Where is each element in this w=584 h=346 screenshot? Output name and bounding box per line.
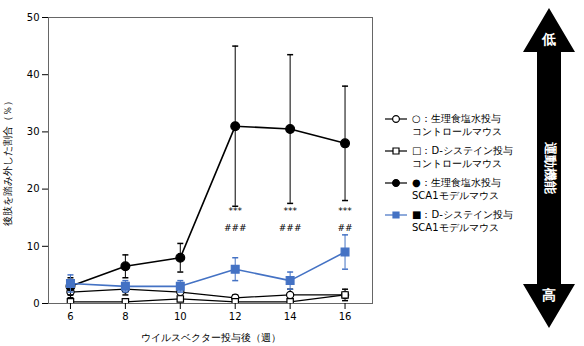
svg-text:10: 10 — [174, 311, 187, 322]
svg-text:20: 20 — [27, 183, 40, 194]
svg-text:10: 10 — [27, 241, 40, 252]
svg-text:運動機能: 運動機能 — [543, 141, 558, 195]
html-text:□：D-システイン投与 コントロールマウス: □：D-システイン投与 コントロールマウス — [412, 145, 513, 169]
svg-text:後肢を踏み外した割合（％）: 後肢を踏み外した割合（％） — [2, 96, 13, 226]
svg-text:14: 14 — [284, 311, 297, 322]
svg-text:低: 低 — [541, 31, 556, 47]
svg-text:***: *** — [338, 206, 352, 216]
html-text:○：生理食塩水投与 コントロールマウス: ○：生理食塩水投与 コントロールマウス — [412, 113, 502, 137]
svg-text:50: 50 — [27, 12, 40, 23]
svg-text:6: 6 — [67, 311, 73, 322]
svg-text:ウイルスベクター投与後（週）: ウイルスベクター投与後（週） — [141, 332, 281, 343]
html-text:●：生理食塩水投与 SCA1モデルマウス: ●：生理食塩水投与 SCA1モデルマウス — [412, 177, 501, 201]
svg-text:高: 高 — [542, 287, 556, 303]
svg-text:###: ### — [279, 223, 302, 233]
svg-text:0: 0 — [33, 298, 39, 309]
svg-text:8: 8 — [122, 311, 128, 322]
svg-text:12: 12 — [229, 311, 242, 322]
svg-text:###: ### — [224, 223, 247, 233]
svg-text:16: 16 — [339, 311, 352, 322]
svg-text:30: 30 — [27, 126, 40, 137]
svg-text:***: *** — [283, 206, 297, 216]
svg-text:##: ## — [337, 223, 352, 233]
svg-text:40: 40 — [27, 69, 40, 80]
svg-text:***: *** — [228, 206, 242, 216]
html-text:■：D-システイン投与 SCA1モデルマウス: ■：D-システイン投与 SCA1モデルマウス — [412, 209, 513, 233]
